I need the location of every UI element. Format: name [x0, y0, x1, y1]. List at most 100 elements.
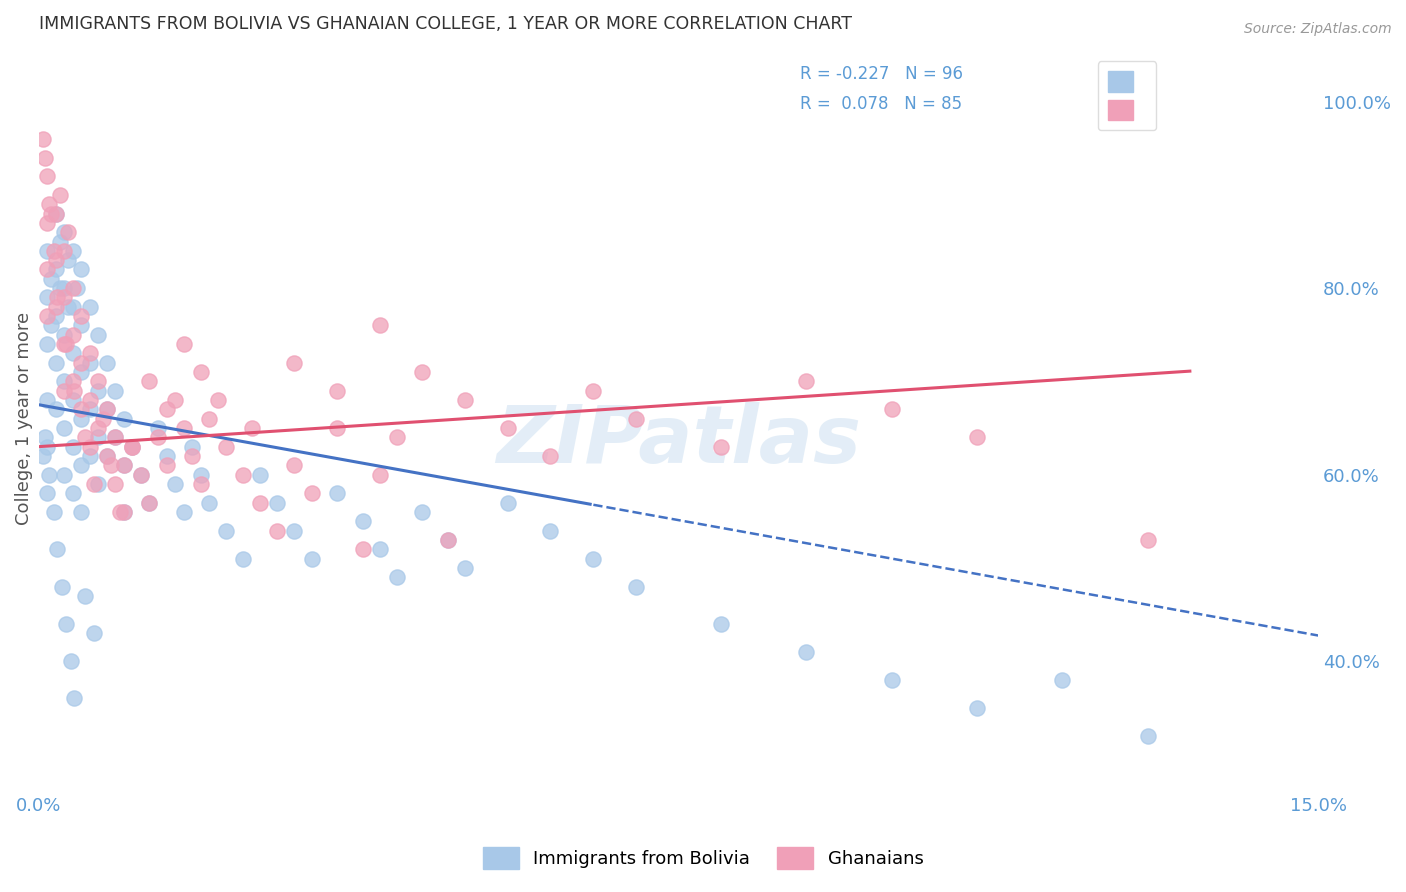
Legend: , : ,: [1098, 62, 1156, 130]
Point: [112, 411, 135, 425]
Point: [70, 411, 93, 425]
Point: [35, 309, 58, 323]
Point: [104, 477, 127, 491]
Point: [880, 673, 903, 687]
Point: [45, 206, 67, 220]
Point: [190, 477, 212, 491]
Point: [283, 524, 305, 538]
Point: [34, 151, 56, 165]
Point: [794, 375, 817, 389]
Point: [87, 421, 110, 435]
Point: [283, 356, 305, 370]
Point: [53, 281, 76, 295]
Point: [173, 421, 195, 435]
Point: [35, 486, 58, 500]
Point: [31, 132, 53, 146]
Point: [155, 402, 177, 417]
Point: [79, 356, 101, 370]
Point: [35, 244, 58, 258]
Point: [454, 392, 477, 407]
Point: [55, 337, 77, 351]
Point: [53, 290, 76, 304]
Point: [70, 505, 93, 519]
Point: [45, 206, 67, 220]
Point: [437, 533, 460, 547]
Point: [31, 449, 53, 463]
Point: [53, 467, 76, 482]
Point: [96, 449, 118, 463]
Point: [215, 440, 238, 454]
Point: [108, 505, 131, 519]
Point: [198, 495, 221, 509]
Point: [63, 691, 86, 706]
Point: [496, 421, 519, 435]
Point: [53, 384, 76, 398]
Point: [58, 225, 80, 239]
Point: [129, 467, 152, 482]
Point: [46, 542, 69, 557]
Point: [87, 327, 110, 342]
Point: [266, 495, 288, 509]
Point: [146, 430, 169, 444]
Point: [87, 430, 110, 444]
Point: [35, 216, 58, 230]
Point: [112, 505, 135, 519]
Point: [198, 411, 221, 425]
Point: [181, 440, 204, 454]
Point: [70, 309, 93, 323]
Point: [79, 346, 101, 360]
Point: [62, 346, 84, 360]
Point: [62, 375, 84, 389]
Point: [62, 486, 84, 500]
Point: [966, 700, 988, 714]
Point: [53, 375, 76, 389]
Point: [582, 551, 605, 566]
Point: [155, 449, 177, 463]
Point: [70, 356, 93, 370]
Point: [232, 467, 254, 482]
Point: [173, 337, 195, 351]
Point: [35, 262, 58, 277]
Point: [62, 281, 84, 295]
Legend: Immigrants from Bolivia, Ghanaians: Immigrants from Bolivia, Ghanaians: [475, 839, 931, 876]
Point: [112, 458, 135, 473]
Point: [326, 384, 349, 398]
Point: [104, 430, 127, 444]
Point: [83, 626, 105, 640]
Point: [63, 384, 86, 398]
Point: [352, 542, 374, 557]
Point: [207, 392, 229, 407]
Point: [368, 542, 391, 557]
Point: [538, 524, 561, 538]
Point: [62, 327, 84, 342]
Point: [96, 356, 118, 370]
Point: [385, 430, 408, 444]
Point: [138, 495, 160, 509]
Point: [112, 458, 135, 473]
Point: [45, 402, 67, 417]
Point: [45, 309, 67, 323]
Point: [70, 458, 93, 473]
Point: [66, 281, 89, 295]
Text: IMMIGRANTS FROM BOLIVIA VS GHANAIAN COLLEGE, 1 YEAR OR MORE CORRELATION CHART: IMMIGRANTS FROM BOLIVIA VS GHANAIAN COLL…: [38, 15, 852, 33]
Point: [62, 440, 84, 454]
Point: [62, 300, 84, 314]
Point: [138, 495, 160, 509]
Point: [79, 392, 101, 407]
Point: [368, 467, 391, 482]
Point: [249, 495, 271, 509]
Point: [190, 365, 212, 379]
Point: [45, 262, 67, 277]
Point: [100, 458, 122, 473]
Point: [79, 449, 101, 463]
Point: [283, 458, 305, 473]
Point: [83, 477, 105, 491]
Point: [49, 187, 72, 202]
Point: [87, 384, 110, 398]
Point: [96, 402, 118, 417]
Point: [121, 440, 143, 454]
Point: [326, 486, 349, 500]
Point: [42, 505, 65, 519]
Point: [96, 402, 118, 417]
Point: [104, 430, 127, 444]
